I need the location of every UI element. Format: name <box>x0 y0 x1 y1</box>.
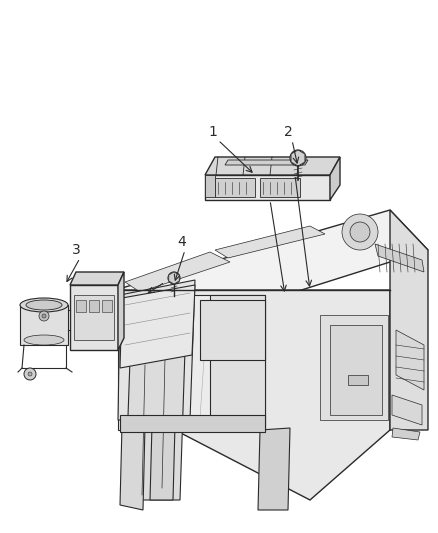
Polygon shape <box>330 157 340 200</box>
Polygon shape <box>205 175 215 197</box>
Polygon shape <box>169 272 179 284</box>
Polygon shape <box>76 300 86 312</box>
Polygon shape <box>70 272 124 285</box>
Polygon shape <box>120 415 265 432</box>
Polygon shape <box>115 290 390 500</box>
Polygon shape <box>215 178 255 197</box>
Polygon shape <box>258 428 290 510</box>
Text: 1: 1 <box>208 125 217 139</box>
Ellipse shape <box>20 298 68 312</box>
Polygon shape <box>200 300 265 360</box>
Text: 3: 3 <box>72 243 81 257</box>
Polygon shape <box>115 210 428 330</box>
Text: 4: 4 <box>178 235 187 249</box>
Polygon shape <box>260 178 300 197</box>
Circle shape <box>24 368 36 380</box>
Polygon shape <box>120 285 195 368</box>
Polygon shape <box>118 272 124 350</box>
Polygon shape <box>390 210 428 430</box>
Polygon shape <box>291 150 305 166</box>
Polygon shape <box>70 285 118 350</box>
Polygon shape <box>205 175 330 200</box>
Polygon shape <box>225 160 308 165</box>
Polygon shape <box>102 300 112 312</box>
Text: 2: 2 <box>284 125 293 139</box>
Polygon shape <box>205 157 340 175</box>
Polygon shape <box>125 350 185 500</box>
Polygon shape <box>392 428 420 440</box>
Circle shape <box>290 150 306 166</box>
Polygon shape <box>89 300 99 312</box>
Polygon shape <box>20 305 68 345</box>
Polygon shape <box>392 395 422 425</box>
Circle shape <box>168 272 180 284</box>
Polygon shape <box>74 295 114 340</box>
Ellipse shape <box>24 335 64 345</box>
Ellipse shape <box>26 300 62 310</box>
Circle shape <box>342 214 378 250</box>
Circle shape <box>42 314 46 318</box>
Polygon shape <box>118 295 265 430</box>
Polygon shape <box>120 425 145 510</box>
Circle shape <box>350 222 370 242</box>
Circle shape <box>28 372 32 376</box>
Polygon shape <box>320 315 388 420</box>
Polygon shape <box>348 375 368 385</box>
Polygon shape <box>215 226 325 258</box>
Polygon shape <box>118 280 195 420</box>
Polygon shape <box>396 330 424 390</box>
Polygon shape <box>375 244 424 272</box>
Polygon shape <box>330 325 382 415</box>
Polygon shape <box>150 425 175 500</box>
Polygon shape <box>125 252 230 292</box>
Circle shape <box>39 311 49 321</box>
Polygon shape <box>210 295 265 430</box>
